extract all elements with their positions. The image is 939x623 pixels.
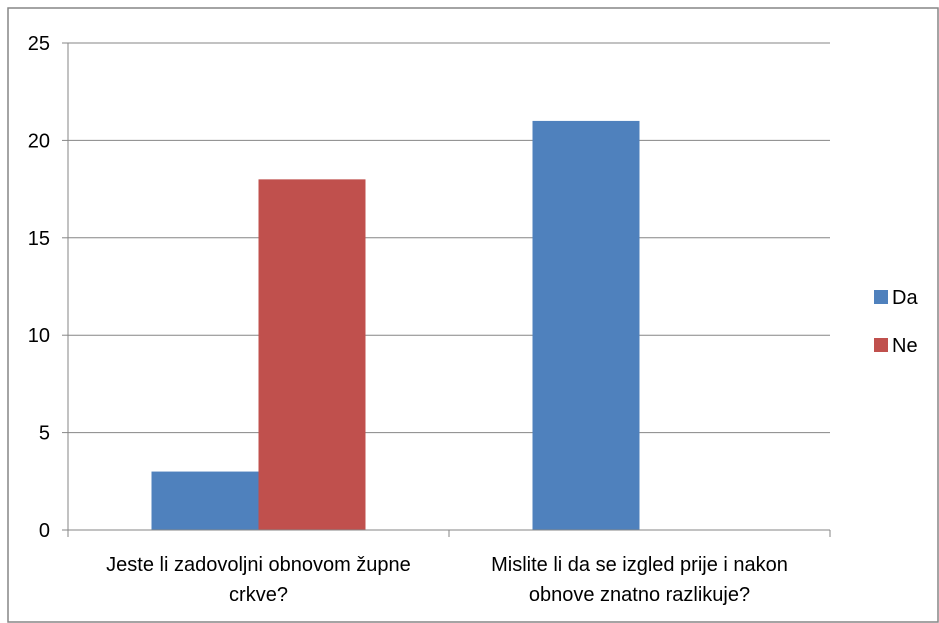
y-tick-label: 25 <box>28 33 50 55</box>
y-tick-label: 5 <box>39 423 50 445</box>
x-category-labels: Jeste li zadovoljni obnovom župne crkve? M… <box>106 554 788 606</box>
bar-da-1 <box>151 471 259 530</box>
y-tick-label: 20 <box>28 130 50 152</box>
bar-ne-1 <box>258 179 366 531</box>
x-category-label: Mislite li da se izgled prije i nakon <box>491 554 788 576</box>
y-tick-label: 15 <box>28 228 50 250</box>
legend-label-da: Da <box>892 287 918 309</box>
legend-swatch-da <box>874 290 888 304</box>
legend-label-ne: Ne <box>892 335 918 357</box>
legend-swatch-ne <box>874 338 888 352</box>
y-tick-label: 10 <box>28 325 50 347</box>
y-tick-labels: 0 5 10 15 20 25 <box>28 33 50 542</box>
bars <box>151 120 640 531</box>
x-category-label: crkve? <box>229 584 288 606</box>
bar-da-2 <box>532 120 640 531</box>
axes <box>62 42 831 537</box>
gridlines <box>68 42 830 434</box>
legend: Da Ne <box>874 287 918 357</box>
x-category-label: obnove znatno razlikuje? <box>529 584 750 606</box>
y-tick-label: 0 <box>39 520 50 542</box>
x-category-label: Jeste li zadovoljni obnovom župne <box>106 554 411 576</box>
